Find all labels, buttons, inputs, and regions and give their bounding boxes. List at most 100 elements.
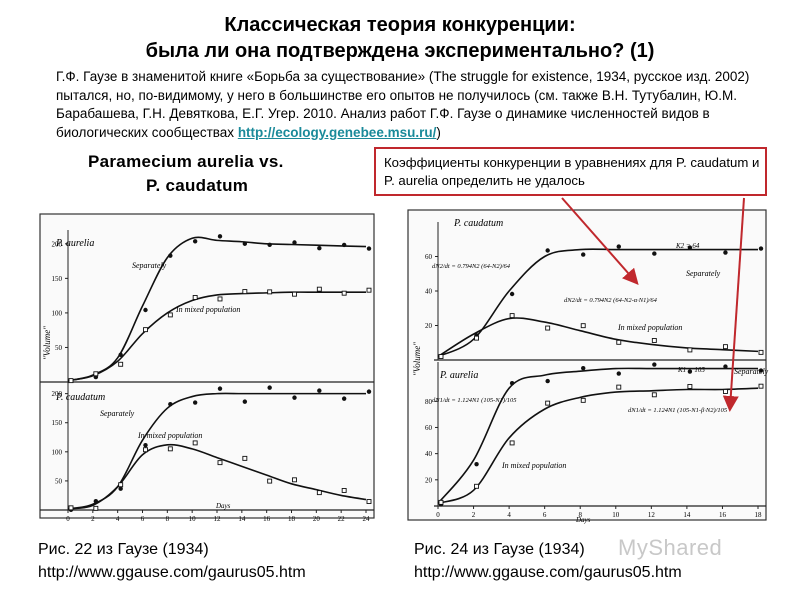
- data-point: [292, 395, 297, 400]
- x-tick-label: 6: [543, 511, 547, 519]
- data-point: [616, 384, 622, 390]
- data-point: [341, 242, 347, 248]
- y-tick-label: 200: [52, 240, 63, 248]
- data-point: [652, 251, 657, 256]
- y-tick-label: 40: [425, 450, 433, 458]
- data-point: [267, 289, 273, 295]
- y-tick-label: 60: [425, 253, 433, 261]
- data-point: [581, 365, 586, 371]
- intro-text: Г.Ф. Гаузе в знаменитой книге «Борьба за…: [56, 69, 750, 140]
- data-point: [758, 368, 764, 373]
- right-top-eq1: dN2/dt = 0.794N2 (64-N2)/64: [432, 263, 511, 270]
- x-tick-label: 10: [189, 515, 197, 522]
- x-tick-label: 18: [288, 515, 296, 522]
- data-point: [93, 498, 99, 504]
- data-point: [722, 344, 728, 350]
- data-point: [758, 246, 764, 251]
- data-point: [474, 335, 480, 341]
- x-tick-label: 8: [578, 511, 582, 519]
- data-point: [366, 287, 372, 293]
- x-tick-label: 12: [214, 515, 222, 522]
- left-figure-title-line1: Paramecium aurelia vs.: [88, 152, 284, 171]
- x-tick-label: 18: [755, 511, 763, 519]
- data-point: [267, 385, 272, 390]
- series-label: In mixed population: [137, 431, 202, 440]
- intro-close: ): [436, 124, 441, 140]
- right-caption-line1: Рис. 24 из Гаузе (1934): [414, 541, 585, 558]
- x-tick-label: 24: [363, 515, 371, 522]
- data-point: [192, 400, 198, 405]
- right-figure-frame: [407, 209, 767, 521]
- x-tick-label: 12: [648, 511, 656, 519]
- data-point: [143, 307, 148, 313]
- data-point: [509, 291, 515, 297]
- x-tick-label: 16: [263, 515, 271, 522]
- data-point: [341, 396, 347, 401]
- data-point: [217, 296, 223, 302]
- data-point: [580, 397, 586, 403]
- data-point: [118, 482, 124, 488]
- data-point: [242, 455, 248, 461]
- series-label: In mixed population: [501, 461, 566, 470]
- y-tick-label: 50: [55, 477, 63, 485]
- x-tick-label: 22: [338, 515, 346, 522]
- left-top-series-label: P. aurelia: [55, 238, 94, 249]
- data-point: [217, 386, 223, 391]
- y-tick-label: 80: [425, 398, 433, 406]
- y-tick-label: 100: [52, 448, 63, 456]
- data-point: [366, 389, 372, 394]
- x-tick-label: 16: [719, 511, 727, 519]
- callout-box: Коэффициенты конкуренции в уравнениях дл…: [374, 147, 767, 196]
- ecology-link[interactable]: http://ecology.genebee.msu.ru/: [237, 124, 437, 140]
- data-point: [168, 253, 173, 258]
- series-label: Separately: [132, 261, 167, 270]
- left-bottom-xlabel: Days: [215, 502, 231, 510]
- y-tick-label: 20: [425, 322, 433, 330]
- series-label: Separately: [100, 409, 135, 418]
- x-tick-label: 2: [472, 511, 476, 519]
- y-tick-label: 100: [52, 309, 63, 317]
- data-point: [545, 248, 550, 253]
- page-title-line1: Классическая теория конкуренции:: [224, 14, 576, 36]
- data-point: [292, 291, 297, 297]
- left-bottom-series-label: P. caudatum: [55, 392, 105, 403]
- data-point: [267, 242, 272, 248]
- data-point: [580, 323, 586, 329]
- page-title-line2: была ли она подтверждена экспериментальн…: [145, 40, 655, 62]
- x-tick-label: 2: [91, 515, 95, 522]
- data-point: [687, 347, 693, 353]
- left-top-panel: P. aurelia 50 100 150 200 Separately In mixed…: [40, 230, 374, 384]
- data-point: [651, 338, 657, 343]
- data-point: [545, 378, 550, 384]
- series-line: [437, 367, 758, 504]
- x-tick-label: 10: [612, 511, 620, 519]
- right-bottom-eq1: dN1/dt = 1.124N1 (105-N1)/105: [432, 397, 517, 404]
- data-point: [723, 250, 728, 255]
- data-point: [545, 400, 551, 406]
- left-figure-title-line2: P. caudatum: [146, 176, 249, 195]
- data-point: [341, 290, 347, 296]
- data-point: [143, 442, 148, 448]
- right-caption-url: http://www.ggause.com/gaurus05.htm: [414, 564, 682, 581]
- data-point: [267, 478, 273, 484]
- data-point: [317, 246, 322, 251]
- data-point: [652, 362, 657, 367]
- data-point: [192, 295, 198, 300]
- data-point: [217, 460, 223, 466]
- data-point: [118, 361, 124, 367]
- x-tick-label: 4: [116, 515, 120, 522]
- data-point: [616, 371, 621, 376]
- y-tick-label: 50: [55, 344, 63, 352]
- right-figure-chart: P. caudatum dN2/dt = 0.794N2 (64-N2)/64 …: [407, 209, 769, 524]
- series-line: [67, 443, 367, 510]
- x-tick-label: 0: [66, 515, 70, 522]
- data-point: [316, 490, 322, 496]
- x-tick-label: 20: [313, 515, 321, 522]
- x-tick-label: 14: [238, 515, 246, 522]
- data-point: [509, 380, 515, 386]
- data-point: [545, 325, 551, 331]
- y-tick-label: 60: [425, 424, 433, 432]
- data-point: [474, 461, 479, 467]
